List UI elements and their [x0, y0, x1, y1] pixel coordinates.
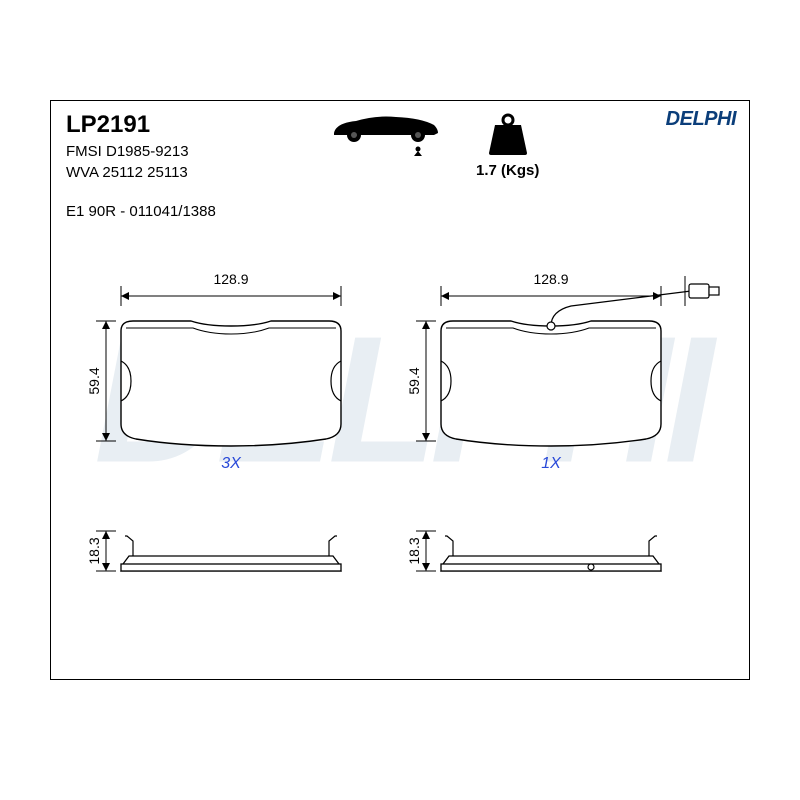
- diagram-area: 128.9 59.4 3X: [51, 256, 749, 679]
- right-qty-label: 1X: [541, 455, 562, 472]
- car-rear-axle-icon: [326, 111, 446, 164]
- left-thickness-label: 18.3: [86, 537, 102, 564]
- right-pad-front: 128.9 59.4 1X: [406, 271, 719, 472]
- cert-code: E1 90R - 011041/1388: [66, 203, 734, 220]
- left-qty-label: 3X: [221, 455, 242, 472]
- left-width-label: 128.9: [213, 271, 248, 287]
- left-height-label: 59.4: [86, 367, 102, 394]
- brand-logo: DELPHI: [666, 108, 736, 131]
- right-pad-side: 18.3: [406, 531, 661, 571]
- right-height-label: 59.4: [406, 367, 422, 394]
- left-pad-front: 128.9 59.4 3X: [86, 271, 341, 472]
- header-block: LP2191 FMSI D1985-9213 WVA 25112 25113 E…: [66, 111, 734, 241]
- right-thickness-label: 18.3: [406, 537, 422, 564]
- weight-group: 1.7 (Kgs): [476, 113, 539, 179]
- diagram-frame: LP2191 FMSI D1985-9213 WVA 25112 25113 E…: [50, 100, 750, 680]
- weight-value: 1.7 (Kgs): [476, 162, 539, 179]
- wva-code: WVA 25112 25113: [66, 164, 734, 181]
- weight-icon: [483, 113, 533, 155]
- right-width-label: 128.9: [533, 271, 568, 287]
- left-pad-side: 18.3: [86, 531, 341, 571]
